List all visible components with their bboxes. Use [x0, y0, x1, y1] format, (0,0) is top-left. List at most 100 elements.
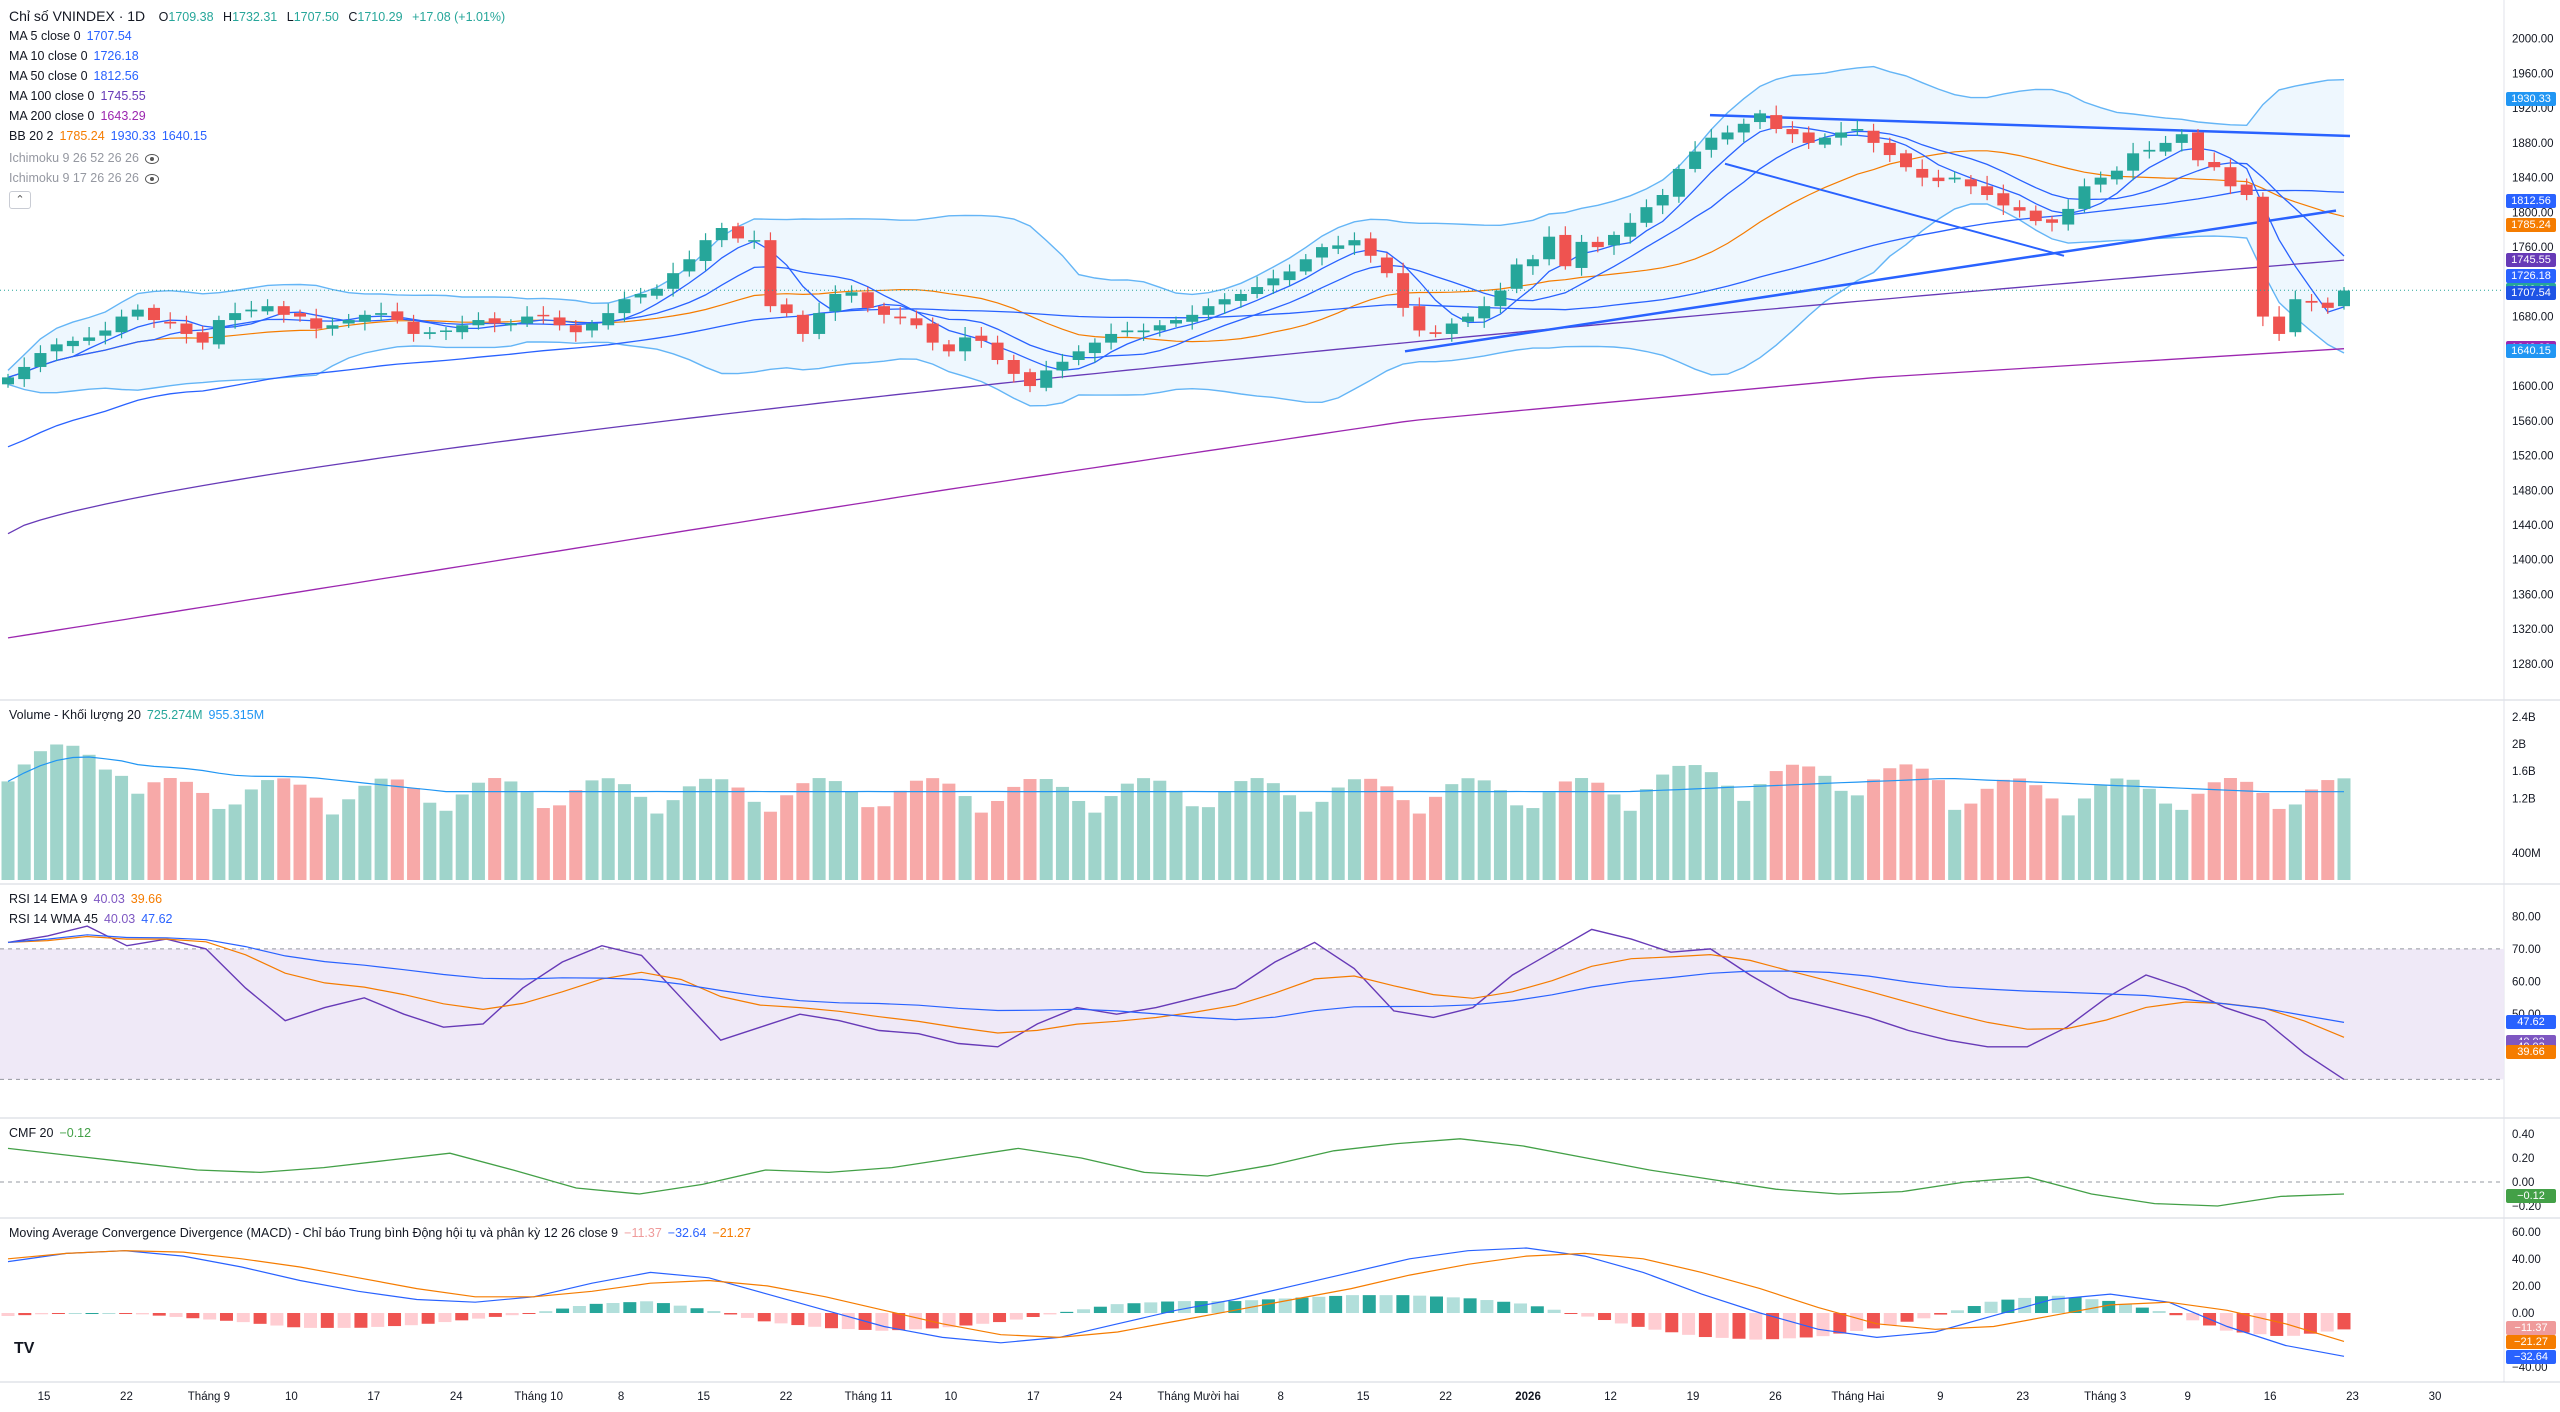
candle-body — [1445, 323, 1458, 334]
time-tick-label: 9 — [1937, 1391, 1943, 1403]
bb-upper-value: 1930.33 — [110, 129, 156, 143]
macd-histogram-bar — [2320, 1313, 2334, 1332]
candle-body — [1916, 168, 1929, 178]
macd-histogram-bar — [102, 1313, 116, 1315]
ichimoku2-label: Ichimoku 9 17 26 26 26 — [9, 171, 139, 185]
candle-body — [261, 306, 274, 312]
volume-bar — [1607, 794, 1621, 880]
volume-bar — [1899, 764, 1913, 880]
macd-histogram-bar — [1698, 1313, 1712, 1338]
volume-bar — [244, 789, 258, 880]
candle-body — [148, 307, 160, 321]
macd-histogram-bar — [35, 1313, 49, 1315]
volume-bar — [471, 782, 485, 880]
volume-bar — [958, 796, 972, 880]
volume-bar — [1299, 811, 1313, 880]
candle-body — [1429, 332, 1442, 334]
candle-body — [2, 377, 14, 385]
ichimoku1-legend[interactable]: Ichimoku 9 26 52 26 26 — [9, 150, 165, 166]
price-tick-label: 1840.00 — [2512, 173, 2554, 185]
candle-body — [326, 325, 339, 329]
candle-body — [2256, 196, 2269, 317]
volume-bar — [1996, 779, 2010, 880]
ma200-value: 1643.29 — [100, 109, 146, 123]
candle-body — [1786, 129, 1799, 135]
macd-histogram-bar — [1497, 1301, 1511, 1314]
volume-bar — [909, 780, 923, 880]
rsi-ema-legend[interactable]: RSI 14 EMA 9 40.03 39.66 — [9, 891, 168, 907]
macd-histogram-bar — [1682, 1313, 1696, 1335]
volume-bar — [2094, 785, 2108, 880]
candle-body — [1348, 240, 1361, 246]
macd-histogram-bar — [2303, 1313, 2317, 1334]
candle-body — [959, 337, 972, 352]
volume-bar — [1542, 792, 1556, 880]
candle-body — [2224, 167, 2237, 187]
macd-histogram-bar — [656, 1303, 670, 1314]
cmf-line — [7, 1138, 2345, 1207]
collapse-legend-button[interactable]: ⌃ — [9, 191, 31, 209]
candle-body — [1380, 257, 1393, 274]
ma10-legend[interactable]: MA 10 close 0 1726.18 — [9, 48, 145, 64]
time-tick-label: 16 — [2264, 1391, 2277, 1403]
volume-bar — [617, 784, 631, 880]
candle-body — [1835, 132, 1848, 138]
macd-histogram-bar — [1782, 1313, 1796, 1339]
rsi-ema-rsi-value: 40.03 — [93, 892, 125, 906]
macd-histogram-bar — [2270, 1313, 2284, 1336]
volume-bar — [601, 778, 615, 880]
volume-bar — [1931, 780, 1945, 880]
volume-legend[interactable]: Volume - Khối lượng 20 725.274M 955.315M — [9, 707, 270, 723]
candle-body — [212, 320, 225, 345]
volume-bar — [1785, 764, 1799, 880]
macd-histogram-bar — [791, 1313, 805, 1326]
volume-bar — [17, 764, 31, 880]
macd-legend[interactable]: Moving Average Convergence Divergence (M… — [9, 1225, 757, 1241]
rsi-ema-line — [7, 935, 2345, 1038]
volume-bar — [1250, 778, 1264, 880]
eye-icon[interactable] — [144, 153, 159, 164]
volume-bar — [1656, 774, 1670, 880]
ma100-legend[interactable]: MA 100 close 0 1745.55 — [9, 88, 152, 104]
time-tick-label: Tháng 11 — [845, 1391, 893, 1403]
volume-bar — [309, 797, 323, 880]
volume-bar — [974, 812, 988, 880]
bb-legend[interactable]: BB 20 2 1785.24 1930.33 1640.15 — [9, 128, 213, 144]
macd-histogram-bar — [253, 1313, 267, 1324]
volume-bar — [358, 785, 372, 880]
price-tick-label: 1600.00 — [2512, 381, 2554, 393]
volume-bar — [98, 769, 112, 880]
volume-tick-label: 2.4B — [2512, 712, 2536, 724]
macd-histogram-bar — [421, 1313, 435, 1324]
volume-bar — [1137, 778, 1151, 880]
volume-tick-label: 400M — [2512, 848, 2541, 860]
candle-body — [861, 292, 874, 308]
ma50-legend[interactable]: MA 50 close 0 1812.56 — [9, 68, 145, 84]
cmf-legend[interactable]: CMF 20 −0.12 — [9, 1125, 97, 1141]
macd-histogram-bar — [1833, 1313, 1847, 1334]
volume-bar — [179, 781, 193, 880]
candle-body — [1478, 306, 1491, 319]
volume-bar — [2337, 778, 2351, 880]
ma200-legend[interactable]: MA 200 close 0 1643.29 — [9, 108, 152, 124]
ma100-value: 1745.55 — [100, 89, 146, 103]
axis-value-tag: 47.62 — [2506, 1014, 2556, 1029]
macd-histogram-bar — [1329, 1295, 1343, 1314]
eye-icon[interactable] — [144, 173, 159, 184]
macd-histogram-bar — [2337, 1313, 2351, 1330]
ma10-label: MA 10 close 0 — [9, 49, 88, 63]
macd-histogram-bar — [270, 1313, 284, 1326]
macd-histogram-bar — [455, 1313, 469, 1321]
candle-body — [1575, 241, 1588, 268]
trend-line-support — [1404, 209, 2337, 353]
macd-histogram-bar — [1093, 1306, 1107, 1314]
ma100-label: MA 100 close 0 — [9, 89, 95, 103]
volume-bar — [2272, 808, 2286, 880]
ma5-legend[interactable]: MA 5 close 0 1707.54 — [9, 28, 138, 44]
macd-histogram-bar — [1749, 1313, 1763, 1340]
macd-histogram-bar — [1732, 1313, 1746, 1339]
candle-body — [1283, 271, 1296, 281]
rsi-wma-legend[interactable]: RSI 14 WMA 45 40.03 47.62 — [9, 911, 179, 927]
ichimoku2-legend[interactable]: Ichimoku 9 17 26 26 26 — [9, 170, 165, 186]
